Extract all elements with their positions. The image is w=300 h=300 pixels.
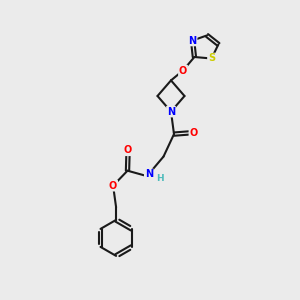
Text: N: N (145, 169, 153, 179)
Text: S: S (208, 53, 215, 64)
Text: H: H (156, 174, 164, 183)
Text: O: O (179, 65, 187, 76)
Text: O: O (109, 181, 117, 191)
Text: N: N (167, 106, 175, 117)
Text: O: O (124, 145, 132, 155)
Text: N: N (188, 35, 197, 46)
Text: O: O (189, 128, 198, 138)
